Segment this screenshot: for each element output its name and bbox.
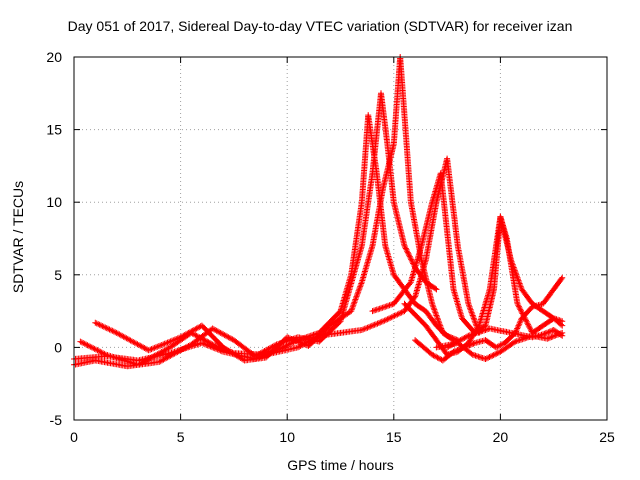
data-point-segment	[135, 345, 172, 368]
data-point-segment	[454, 242, 472, 306]
data-point-segment	[262, 344, 300, 358]
y-axis-label: SDTVAR / TECUs	[10, 180, 26, 294]
data-point-segment	[209, 325, 236, 343]
data-point-segment	[407, 244, 425, 286]
data-point-segment	[378, 90, 391, 146]
data-point-segment	[493, 340, 507, 351]
data-series-track-3	[92, 54, 457, 364]
data-point-segment	[518, 286, 535, 306]
data-point-segment	[444, 228, 457, 291]
data-point-segment	[422, 308, 439, 328]
data-point-segment	[450, 286, 465, 320]
data-point-segment	[540, 287, 556, 307]
data-point-segment	[401, 300, 428, 328]
data-point	[559, 274, 566, 281]
data-point	[433, 286, 440, 293]
data-point-segment	[294, 333, 321, 351]
x-tick-label: 5	[177, 429, 185, 445]
data-point-segment	[465, 326, 492, 339]
data-point-segment	[337, 327, 364, 336]
data-point-segment	[497, 339, 518, 355]
data-point-segment	[482, 349, 502, 362]
y-tick-label: 10	[46, 194, 62, 210]
data-point-segment	[369, 186, 386, 249]
chart-title: Day 051 of 2017, Sidereal Day-to-day VTE…	[67, 18, 573, 34]
data-point-segment	[113, 329, 151, 353]
data-point-segment	[471, 337, 487, 346]
data-point-segment	[358, 171, 376, 249]
data-point-segment	[198, 340, 225, 355]
data-point-segment	[156, 342, 193, 365]
data-point-segment	[390, 199, 408, 248]
x-axis-label: GPS time / hours	[287, 457, 394, 473]
axis-ticks: 0 5 10 15 20 25 -5 0 5 10 15 20	[46, 49, 615, 445]
x-tick-label: 15	[386, 429, 402, 445]
data-point-segment	[439, 349, 456, 364]
data-point-segment	[166, 330, 193, 351]
data-point-segment	[422, 200, 440, 264]
data-point-segment	[497, 213, 510, 240]
data-point-segment	[550, 327, 564, 338]
data-point-segment	[382, 242, 397, 277]
data-point-segment	[92, 357, 129, 369]
data-point-segment	[209, 341, 236, 356]
y-tick-label: -5	[50, 412, 63, 428]
data-point-segment	[444, 155, 461, 248]
data-point-segment	[198, 322, 226, 350]
data-points	[71, 54, 566, 370]
data-point-segment	[412, 258, 429, 300]
data-point-segment	[439, 329, 456, 343]
data-point-segment	[486, 244, 499, 293]
data-point-segment	[486, 325, 513, 336]
data-point-segment	[92, 319, 119, 336]
data-point-segment	[476, 287, 493, 329]
x-tick-label: 0	[70, 429, 78, 445]
data-point-segment	[518, 304, 535, 322]
data-point-segment	[358, 244, 375, 286]
data-point-segment	[437, 170, 450, 233]
data-point-segment	[390, 271, 407, 292]
y-tick-label: 15	[46, 122, 62, 138]
data-point-segment	[412, 300, 428, 314]
data-point-segment	[482, 287, 497, 329]
data-point-segment	[380, 142, 397, 191]
data-point-segment	[412, 337, 434, 357]
data-point-segment	[422, 322, 439, 342]
grid-lines	[74, 57, 607, 420]
data-point-segment	[397, 54, 414, 204]
data-point-segment	[401, 242, 418, 270]
data-point-segment	[77, 338, 108, 357]
plot-frame	[73, 56, 608, 421]
y-tick-label: 0	[54, 339, 62, 355]
data-point-segment	[337, 244, 365, 325]
y-tick-label: 20	[46, 49, 62, 65]
data-point-segment	[145, 334, 183, 354]
data-point-segment	[390, 280, 413, 307]
data-point-segment	[429, 300, 446, 335]
data-point-segment	[380, 308, 406, 325]
data-point-segment	[241, 354, 268, 364]
data-point-segment	[418, 200, 435, 249]
data-point	[559, 318, 566, 325]
data-point-segment	[326, 309, 353, 329]
data-point-segment	[103, 351, 140, 368]
data-point-segment	[348, 280, 365, 315]
y-tick-label: 5	[54, 267, 62, 283]
data-point	[559, 332, 566, 339]
data-point-segment	[444, 333, 471, 351]
data-point-segment	[230, 350, 268, 358]
data-point-segment	[508, 329, 534, 340]
x-tick-label: 25	[599, 429, 615, 445]
data-point-segment	[358, 318, 385, 333]
data-series-track-9	[444, 325, 566, 351]
data-point-segment	[188, 329, 215, 347]
data-point-segment	[503, 235, 521, 306]
data-point-segment	[550, 275, 565, 293]
data-point-segment	[369, 301, 396, 315]
x-tick-label: 10	[279, 429, 295, 445]
x-tick-label: 20	[493, 429, 509, 445]
data-point-segment	[469, 351, 488, 362]
